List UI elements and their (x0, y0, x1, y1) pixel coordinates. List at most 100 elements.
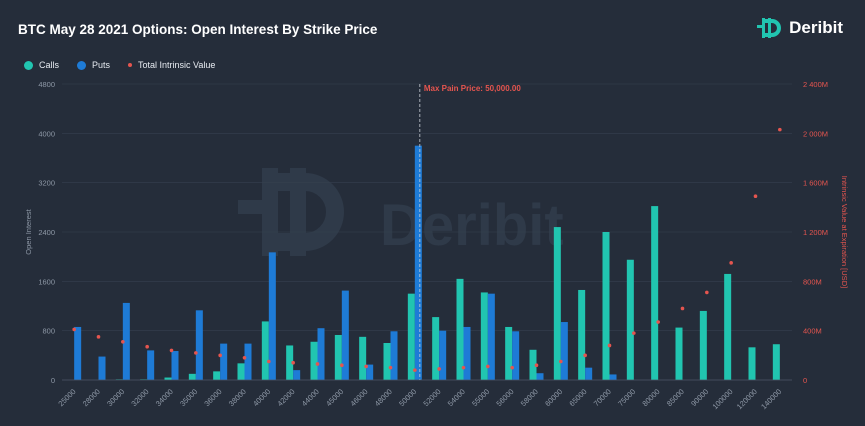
bar-calls (237, 363, 245, 380)
bar-puts (171, 351, 179, 380)
bar-puts (244, 343, 252, 380)
bar-calls (529, 349, 537, 380)
bar-calls (651, 206, 659, 380)
brand-name: Deribit (789, 18, 843, 37)
bar-puts (366, 364, 374, 380)
bar-calls (432, 317, 440, 380)
x-tick-label: 34000 (154, 387, 175, 408)
x-tick-label: 75000 (616, 387, 637, 408)
legend-item-intrinsic[interactable]: Total Intrinsic Value (128, 60, 215, 70)
x-tick-label: 38000 (227, 387, 248, 408)
intrinsic-point (656, 320, 660, 324)
x-tick-label: 58000 (519, 387, 540, 408)
legend-item-puts[interactable]: Puts (77, 60, 110, 70)
bar-puts (98, 356, 106, 380)
y-axis-title-right: Intrinsic Value at Expiration [USD] (840, 176, 849, 288)
y-tick-label-left: 3200 (38, 179, 55, 188)
watermark-text: Deribit (380, 193, 564, 258)
bar-calls (407, 293, 415, 380)
intrinsic-point (218, 353, 222, 358)
y-tick-label-right: 800M (803, 277, 822, 286)
intrinsic-point (242, 356, 247, 360)
bar-puts (122, 302, 130, 380)
x-tick-label: 54000 (446, 387, 467, 408)
bar-puts (220, 343, 228, 380)
y-tick-label-left: 4000 (38, 129, 55, 138)
intrinsic-point (583, 353, 587, 358)
deribit-logo-icon (757, 18, 782, 38)
bar-calls (699, 310, 707, 380)
max-pain-label: Max Pain Price: 50,000.00 (424, 84, 522, 93)
bar-calls (578, 289, 586, 380)
x-tick-label: 65000 (567, 387, 588, 408)
bar-calls (553, 227, 561, 380)
bar-puts (195, 310, 203, 380)
bar-calls (164, 377, 172, 380)
y-tick-label-left: 4800 (38, 80, 55, 89)
bar-puts (390, 331, 398, 380)
bar-calls (261, 321, 269, 380)
y-tick-label-left: 800 (42, 327, 55, 336)
x-tick-label: 40000 (251, 387, 272, 408)
bar-calls (359, 336, 367, 380)
intrinsic-point (145, 344, 149, 349)
bar-calls (213, 371, 221, 380)
bar-puts (560, 322, 568, 380)
bar-calls (310, 341, 318, 380)
intrinsic-point (121, 339, 125, 344)
intrinsic-point (267, 359, 271, 364)
x-tick-label: 32000 (129, 387, 150, 408)
intrinsic-point (364, 364, 368, 369)
legend-swatch-intrinsic (128, 63, 133, 67)
x-tick-label: 30000 (105, 387, 126, 408)
bar-calls (456, 278, 464, 380)
x-tick-label: 100000 (711, 387, 735, 411)
x-tick-label: 35000 (178, 387, 199, 408)
x-tick-label: 36000 (202, 387, 223, 408)
bar-calls (602, 232, 610, 380)
legend-item-calls[interactable]: Calls (24, 60, 59, 70)
bar-calls (505, 326, 513, 380)
y-tick-label-right: 2 000M (803, 129, 828, 138)
intrinsic-point (607, 343, 612, 348)
bar-puts (585, 367, 593, 380)
y-tick-label-right: 1 200M (803, 228, 828, 237)
y-tick-label-right: 400M (803, 327, 822, 336)
x-tick-label: 52000 (421, 387, 442, 408)
bar-puts (609, 374, 617, 380)
y-tick-label-right: 1 600M (803, 179, 828, 188)
intrinsic-point (753, 194, 758, 199)
x-tick-label: 70000 (592, 387, 613, 408)
bar-puts (487, 293, 495, 380)
x-tick-label: 80000 (640, 387, 661, 408)
intrinsic-point (778, 127, 782, 132)
x-tick-label: 42000 (275, 387, 296, 408)
bar-puts (293, 370, 301, 380)
bar-puts (317, 328, 325, 380)
legend-label-calls: Calls (39, 60, 60, 70)
intrinsic-point (486, 364, 490, 369)
bar-calls (188, 373, 196, 380)
intrinsic-point (169, 348, 174, 353)
bar-calls (286, 345, 294, 380)
intrinsic-point (413, 368, 417, 372)
x-tick-label: 120000 (735, 387, 759, 411)
intrinsic-point (72, 327, 76, 332)
x-tick-label: 56000 (494, 387, 515, 408)
x-tick-label: 55000 (470, 387, 491, 408)
y-tick-label-left: 0 (51, 376, 55, 385)
bar-calls (480, 292, 488, 380)
bar-puts (74, 326, 82, 380)
chart-legend: Calls Puts Total Intrinsic Value (24, 60, 215, 70)
intrinsic-point (340, 363, 344, 368)
x-tick-label: 25000 (56, 387, 77, 408)
x-tick-label: 85000 (665, 387, 686, 408)
intrinsic-point (315, 362, 320, 366)
intrinsic-point (388, 365, 393, 370)
brand-logo: Deribit (757, 16, 843, 40)
bar-calls (383, 343, 391, 380)
intrinsic-point (680, 306, 685, 311)
intrinsic-point (96, 335, 101, 339)
intrinsic-point (534, 363, 539, 368)
